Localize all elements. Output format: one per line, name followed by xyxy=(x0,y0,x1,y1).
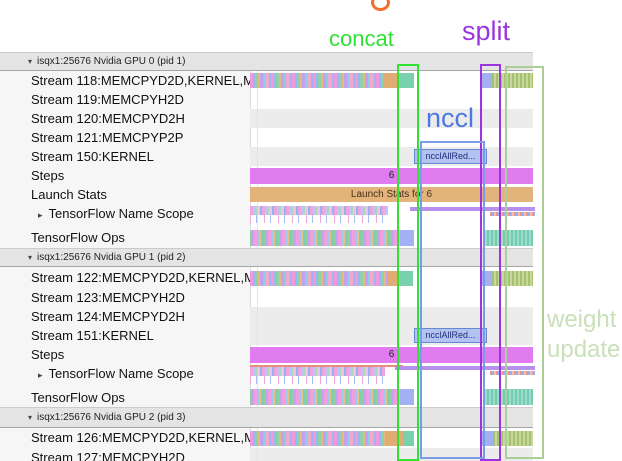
trace-event-concat[interactable] xyxy=(400,271,413,286)
row-label-stream-151: Stream 151:KERNEL xyxy=(31,328,154,343)
tf-op-segment[interactable] xyxy=(400,389,414,405)
tf-name-scope-strip[interactable] xyxy=(410,207,535,211)
tf-name-scope-marks[interactable] xyxy=(490,371,535,375)
tf-name-scope-band[interactable] xyxy=(250,367,385,376)
process-header-label: isqx1:25676 Nvidia GPU 1 (pid 2) xyxy=(37,252,186,263)
chevron-right-icon: ▸ xyxy=(38,370,43,380)
process-header-label: isqx1:25676 Nvidia GPU 2 (pid 3) xyxy=(37,412,186,423)
row-label-stream-124: Stream 124:MEMCPYD2H xyxy=(31,309,185,324)
trace-event-memcpy[interactable] xyxy=(387,271,400,286)
tf-name-scope-topline xyxy=(250,365,403,367)
trace-event-nccl-allreduce[interactable]: ncclAllRed... xyxy=(414,328,487,343)
row-label-launch-stats: Launch Stats xyxy=(31,187,107,202)
row-label-steps: Steps xyxy=(31,168,65,183)
chevron-right-icon: ▸ xyxy=(38,210,43,220)
launch-stats-bar[interactable]: Launch Stats for 6 xyxy=(250,187,533,202)
process-header-gpu1[interactable]: ▾ isqx1:25676 Nvidia GPU 1 (pid 2) xyxy=(0,248,533,267)
annotation-box-weight-update xyxy=(505,66,544,459)
row-label-stream-119: Stream 119:MEMCPYH2D xyxy=(31,92,184,107)
steps-bar[interactable]: 6 xyxy=(250,347,533,363)
row-label-stream-120: Stream 120:MEMCPYD2H xyxy=(31,111,185,126)
row-shade xyxy=(250,109,533,128)
row-shade xyxy=(250,307,533,326)
chevron-down-icon: ▾ xyxy=(28,253,33,262)
row-label-stream-150: Stream 150:KERNEL xyxy=(31,149,154,164)
row-label-stream-123: Stream 123:MEMCPYH2D xyxy=(31,290,185,305)
row-label-tf-ops: TensorFlow Ops xyxy=(31,390,125,405)
trace-event-split[interactable] xyxy=(481,73,492,88)
tf-ops-band[interactable] xyxy=(250,230,400,246)
row-label-tf-name-scope[interactable]: ▸ TensorFlow Name Scope xyxy=(0,364,250,388)
annotation-box-split xyxy=(480,64,501,461)
chevron-down-icon: ▾ xyxy=(28,57,33,66)
annotation-split: split xyxy=(462,16,511,46)
tf-name-scope-label: TensorFlow Name Scope xyxy=(48,366,194,381)
cutoff-orange-glyph xyxy=(371,0,390,11)
trace-event-nccl-allreduce[interactable]: ncclAllRed... xyxy=(414,149,487,164)
tf-name-scope-marks[interactable] xyxy=(490,212,535,216)
tf-ops-weight-update[interactable] xyxy=(483,389,533,405)
trace-events-stream126[interactable] xyxy=(250,431,385,446)
process-header-label: isqx1:25676 Nvidia GPU 0 (pid 1) xyxy=(37,56,186,67)
trace-events-stream122[interactable] xyxy=(250,271,387,286)
trace-event-concat[interactable] xyxy=(403,431,414,446)
trace-events-weight-update[interactable] xyxy=(493,431,533,446)
row-label-steps: Steps xyxy=(31,347,65,362)
chevron-down-icon: ▾ xyxy=(28,413,33,422)
tf-ops-band[interactable] xyxy=(250,389,400,405)
steps-bar[interactable]: 6 xyxy=(250,168,533,184)
row-label-stream-118: Stream 118:MEMCPYD2D,KERNEL,ME xyxy=(31,73,250,88)
trace-events-weight-update[interactable] xyxy=(492,73,533,88)
trace-events-weight-update[interactable] xyxy=(492,271,533,286)
tf-ops-weight-update[interactable] xyxy=(483,230,533,246)
row-label-stream-121: Stream 121:MEMCPYP2P xyxy=(31,130,184,145)
tf-name-scope-label: TensorFlow Name Scope xyxy=(48,206,194,221)
annotation-concat: concat xyxy=(329,26,394,51)
tf-name-scope-strip[interactable] xyxy=(395,366,535,370)
trace-events-stream118[interactable] xyxy=(250,73,383,88)
annotation-weight-line1: weight xyxy=(547,306,617,333)
annotation-box-nccl xyxy=(420,141,485,459)
process-header-gpu0[interactable]: ▾ isqx1:25676 Nvidia GPU 0 (pid 1) xyxy=(0,52,533,71)
tf-name-scope-band[interactable] xyxy=(250,206,388,215)
tf-op-segment[interactable] xyxy=(400,230,414,246)
row-label-stream-127: Stream 127:MEMCPYH2D xyxy=(31,450,185,461)
trace-event-memcpy[interactable] xyxy=(383,73,400,88)
annotation-box-concat xyxy=(397,64,419,461)
annotation-weight-update: weight update xyxy=(547,305,620,365)
annotation-weight-line2: update xyxy=(547,336,621,363)
row-label-stream-122: Stream 122:MEMCPYD2D,KERNEL,MI xyxy=(31,270,250,285)
tf-name-scope-drips xyxy=(250,376,385,384)
trace-event-concat[interactable] xyxy=(400,73,414,88)
tf-name-scope-drips xyxy=(250,215,388,223)
annotation-nccl: nccl xyxy=(426,103,475,133)
row-label-tf-name-scope[interactable]: ▸ TensorFlow Name Scope xyxy=(0,204,250,228)
row-label-stream-126: Stream 126:MEMCPYD2D,KERNEL,MI xyxy=(31,430,250,445)
row-label-tf-ops: TensorFlow Ops xyxy=(31,230,125,245)
process-header-gpu2[interactable]: ▾ isqx1:25676 Nvidia GPU 2 (pid 3) xyxy=(0,407,533,428)
